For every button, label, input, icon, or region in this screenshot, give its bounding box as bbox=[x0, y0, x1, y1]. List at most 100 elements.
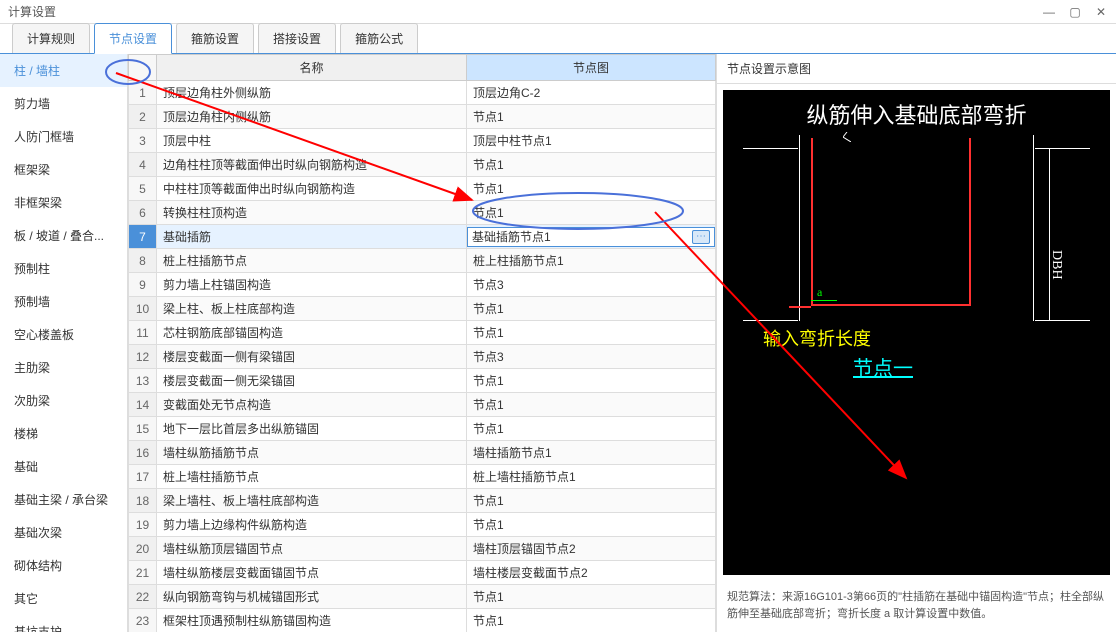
cell-node[interactable]: 顶层边角C-2 bbox=[467, 81, 716, 105]
cell-name[interactable]: 地下一层比首层多出纵筋锚固 bbox=[157, 417, 467, 441]
cell-editor[interactable]: 基础插筋节点1⋯ bbox=[467, 227, 715, 247]
cell-name[interactable]: 顶层中柱 bbox=[157, 129, 467, 153]
cell-node[interactable]: 节点1 bbox=[467, 105, 716, 129]
table-row[interactable]: 3顶层中柱顶层中柱节点1 bbox=[129, 129, 716, 153]
cell-name[interactable]: 顶层边角柱外侧纵筋 bbox=[157, 81, 467, 105]
cell-node[interactable]: 节点1 bbox=[467, 177, 716, 201]
table-row[interactable]: 16墙柱纵筋插筋节点墙柱插筋节点1 bbox=[129, 441, 716, 465]
cell-name[interactable]: 剪力墙上柱锚固构造 bbox=[157, 273, 467, 297]
cell-name[interactable]: 芯柱钢筋底部锚固构造 bbox=[157, 321, 467, 345]
sidebar-item-6[interactable]: 预制柱 bbox=[0, 252, 127, 285]
table-row[interactable]: 22纵向钢筋弯钩与机械锚固形式节点1 bbox=[129, 585, 716, 609]
sidebar-item-1[interactable]: 剪力墙 bbox=[0, 87, 127, 120]
sidebar-item-9[interactable]: 主肋梁 bbox=[0, 351, 127, 384]
table-row[interactable]: 1顶层边角柱外侧纵筋顶层边角C-2 bbox=[129, 81, 716, 105]
table-row[interactable]: 23框架柱顶遇预制柱纵筋锚固构造节点1 bbox=[129, 609, 716, 632]
sidebar-item-7[interactable]: 预制墙 bbox=[0, 285, 127, 318]
maximize-icon[interactable]: ▢ bbox=[1068, 5, 1082, 19]
cell-node[interactable]: 节点1 bbox=[467, 417, 716, 441]
cell-name[interactable]: 纵向钢筋弯钩与机械锚固形式 bbox=[157, 585, 467, 609]
cell-name[interactable]: 墙柱纵筋插筋节点 bbox=[157, 441, 467, 465]
table-row[interactable]: 19剪力墙上边缘构件纵筋构造节点1 bbox=[129, 513, 716, 537]
cell-node[interactable]: 节点3 bbox=[467, 273, 716, 297]
cell-name[interactable]: 墙柱纵筋楼层变截面锚固节点 bbox=[157, 561, 467, 585]
cell-node[interactable]: 节点1 bbox=[467, 393, 716, 417]
table-row[interactable]: 13楼层变截面一侧无梁锚固节点1 bbox=[129, 369, 716, 393]
sidebar-item-17[interactable]: 基坑支护 bbox=[0, 615, 127, 632]
cell-node[interactable]: 基础插筋节点1⋯ bbox=[467, 225, 716, 249]
table-row[interactable]: 21墙柱纵筋楼层变截面锚固节点墙柱楼层变截面节点2 bbox=[129, 561, 716, 585]
sidebar-item-4[interactable]: 非框架梁 bbox=[0, 186, 127, 219]
cell-name[interactable]: 楼层变截面一侧有梁锚固 bbox=[157, 345, 467, 369]
sidebar-item-8[interactable]: 空心楼盖板 bbox=[0, 318, 127, 351]
cell-name[interactable]: 中柱柱顶等截面伸出时纵向钢筋构造 bbox=[157, 177, 467, 201]
table-row[interactable]: 15地下一层比首层多出纵筋锚固节点1 bbox=[129, 417, 716, 441]
cell-node[interactable]: 桩上柱插筋节点1 bbox=[467, 249, 716, 273]
sidebar-item-16[interactable]: 其它 bbox=[0, 582, 127, 615]
node-link[interactable]: 节点一 bbox=[853, 352, 913, 381]
cell-node[interactable]: 节点1 bbox=[467, 609, 716, 632]
sidebar-item-14[interactable]: 基础次梁 bbox=[0, 516, 127, 549]
sidebar-item-3[interactable]: 框架梁 bbox=[0, 153, 127, 186]
table-row[interactable]: 5中柱柱顶等截面伸出时纵向钢筋构造节点1 bbox=[129, 177, 716, 201]
cell-name[interactable]: 楼层变截面一侧无梁锚固 bbox=[157, 369, 467, 393]
table-row[interactable]: 9剪力墙上柱锚固构造节点3 bbox=[129, 273, 716, 297]
ellipsis-button[interactable]: ⋯ bbox=[692, 230, 710, 244]
table-row[interactable]: 14变截面处无节点构造节点1 bbox=[129, 393, 716, 417]
table-row[interactable]: 6转换柱柱顶构造节点1 bbox=[129, 201, 716, 225]
cell-node[interactable]: 节点1 bbox=[467, 153, 716, 177]
cell-name[interactable]: 桩上柱插筋节点 bbox=[157, 249, 467, 273]
cell-name[interactable]: 基础插筋 bbox=[157, 225, 467, 249]
tab-1[interactable]: 节点设置 bbox=[94, 23, 172, 54]
table-row[interactable]: 11芯柱钢筋底部锚固构造节点1 bbox=[129, 321, 716, 345]
cell-node[interactable]: 墙柱楼层变截面节点2 bbox=[467, 561, 716, 585]
table-row[interactable]: 10梁上柱、板上柱底部构造节点1 bbox=[129, 297, 716, 321]
sidebar-item-15[interactable]: 砌体结构 bbox=[0, 549, 127, 582]
sidebar-item-10[interactable]: 次肋梁 bbox=[0, 384, 127, 417]
cell-name[interactable]: 桩上墙柱插筋节点 bbox=[157, 465, 467, 489]
table-row[interactable]: 17桩上墙柱插筋节点桩上墙柱插筋节点1 bbox=[129, 465, 716, 489]
tab-3[interactable]: 搭接设置 bbox=[258, 23, 336, 53]
preview-panel: 节点设置示意图 纵筋伸入基础底部弯折 a 输入弯折 bbox=[716, 54, 1116, 632]
cell-name[interactable]: 梁上墙柱、板上墙柱底部构造 bbox=[157, 489, 467, 513]
table-row[interactable]: 8桩上柱插筋节点桩上柱插筋节点1 bbox=[129, 249, 716, 273]
tab-2[interactable]: 箍筋设置 bbox=[176, 23, 254, 53]
sidebar-item-11[interactable]: 楼梯 bbox=[0, 417, 127, 450]
cell-name[interactable]: 剪力墙上边缘构件纵筋构造 bbox=[157, 513, 467, 537]
cell-node[interactable]: 节点1 bbox=[467, 489, 716, 513]
sidebar-item-2[interactable]: 人防门框墙 bbox=[0, 120, 127, 153]
tab-4[interactable]: 箍筋公式 bbox=[340, 23, 418, 53]
cell-name[interactable]: 转换柱柱顶构造 bbox=[157, 201, 467, 225]
cell-node[interactable]: 节点1 bbox=[467, 201, 716, 225]
cell-name[interactable]: 边角柱柱顶等截面伸出时纵向钢筋构造 bbox=[157, 153, 467, 177]
sidebar-item-0[interactable]: 柱 / 墙柱 bbox=[0, 54, 127, 87]
cell-node[interactable]: 节点1 bbox=[467, 321, 716, 345]
cell-name[interactable]: 梁上柱、板上柱底部构造 bbox=[157, 297, 467, 321]
table-row[interactable]: 20墙柱纵筋顶层锚固节点墙柱顶层锚固节点2 bbox=[129, 537, 716, 561]
table-row[interactable]: 7基础插筋基础插筋节点1⋯ bbox=[129, 225, 716, 249]
table-row[interactable]: 2顶层边角柱内侧纵筋节点1 bbox=[129, 105, 716, 129]
cell-node[interactable]: 墙柱插筋节点1 bbox=[467, 441, 716, 465]
sidebar-item-13[interactable]: 基础主梁 / 承台梁 bbox=[0, 483, 127, 516]
cell-name[interactable]: 墙柱纵筋顶层锚固节点 bbox=[157, 537, 467, 561]
sidebar-item-5[interactable]: 板 / 坡道 / 叠合... bbox=[0, 219, 127, 252]
minimize-icon[interactable]: — bbox=[1042, 5, 1056, 19]
cell-node[interactable]: 节点3 bbox=[467, 345, 716, 369]
cell-node[interactable]: 节点1 bbox=[467, 513, 716, 537]
tab-0[interactable]: 计算规则 bbox=[12, 23, 90, 53]
yellow-label: 输入弯折长度 bbox=[763, 325, 871, 351]
sidebar-item-12[interactable]: 基础 bbox=[0, 450, 127, 483]
cell-name[interactable]: 框架柱顶遇预制柱纵筋锚固构造 bbox=[157, 609, 467, 632]
close-icon[interactable]: ✕ bbox=[1094, 5, 1108, 19]
cell-node[interactable]: 墙柱顶层锚固节点2 bbox=[467, 537, 716, 561]
table-row[interactable]: 4边角柱柱顶等截面伸出时纵向钢筋构造节点1 bbox=[129, 153, 716, 177]
cell-name[interactable]: 顶层边角柱内侧纵筋 bbox=[157, 105, 467, 129]
cell-node[interactable]: 节点1 bbox=[467, 585, 716, 609]
cell-node[interactable]: 桩上墙柱插筋节点1 bbox=[467, 465, 716, 489]
table-row[interactable]: 12楼层变截面一侧有梁锚固节点3 bbox=[129, 345, 716, 369]
cell-name[interactable]: 变截面处无节点构造 bbox=[157, 393, 467, 417]
cell-node[interactable]: 节点1 bbox=[467, 297, 716, 321]
cell-node[interactable]: 节点1 bbox=[467, 369, 716, 393]
cell-node[interactable]: 顶层中柱节点1 bbox=[467, 129, 716, 153]
table-row[interactable]: 18梁上墙柱、板上墙柱底部构造节点1 bbox=[129, 489, 716, 513]
